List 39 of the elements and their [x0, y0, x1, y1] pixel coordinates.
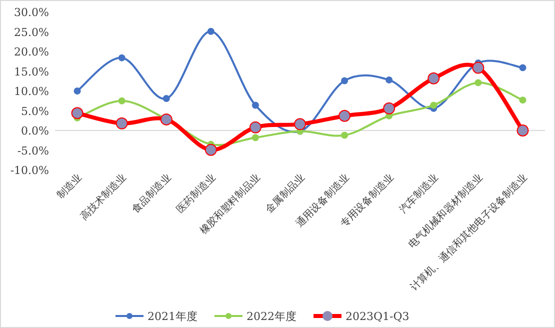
legend-label: 2023Q1-Q3 — [346, 310, 410, 323]
point — [249, 121, 262, 134]
point — [74, 88, 81, 94]
point — [428, 72, 440, 84]
x-tick-label: 制造业 — [54, 172, 84, 202]
legend-label: 2022年度 — [246, 310, 296, 323]
point — [383, 102, 396, 114]
legend-label: 2021年度 — [148, 310, 198, 323]
point — [472, 62, 484, 74]
point — [204, 144, 217, 156]
point — [386, 76, 393, 84]
point — [519, 64, 526, 72]
y-tick-label: -5.0% — [17, 144, 49, 158]
point — [252, 134, 259, 142]
y-tick-label: 25.0% — [14, 26, 49, 39]
point — [71, 107, 84, 120]
y-tick-label: 20.0% — [14, 46, 49, 58]
point — [430, 102, 438, 109]
point — [118, 97, 126, 104]
point — [341, 77, 348, 84]
y-tick-label: 10.0% — [14, 85, 49, 98]
point — [516, 124, 529, 136]
point — [116, 117, 128, 130]
point — [294, 118, 306, 130]
y-tick-label: 30.0% — [14, 6, 49, 19]
point — [474, 79, 482, 86]
point — [252, 102, 259, 109]
point — [338, 110, 351, 122]
point — [341, 132, 348, 139]
point — [118, 54, 126, 62]
y-tick-label: 15.0% — [14, 65, 49, 78]
x-tick-label: 食品制造业 — [130, 172, 174, 216]
point — [519, 96, 526, 104]
point — [160, 113, 172, 126]
y-tick-label: 5.0% — [21, 104, 49, 118]
point — [207, 28, 214, 35]
y-tick-label: 0.0% — [21, 124, 49, 138]
point — [162, 95, 170, 102]
y-tick-label: -10.0% — [10, 164, 49, 177]
